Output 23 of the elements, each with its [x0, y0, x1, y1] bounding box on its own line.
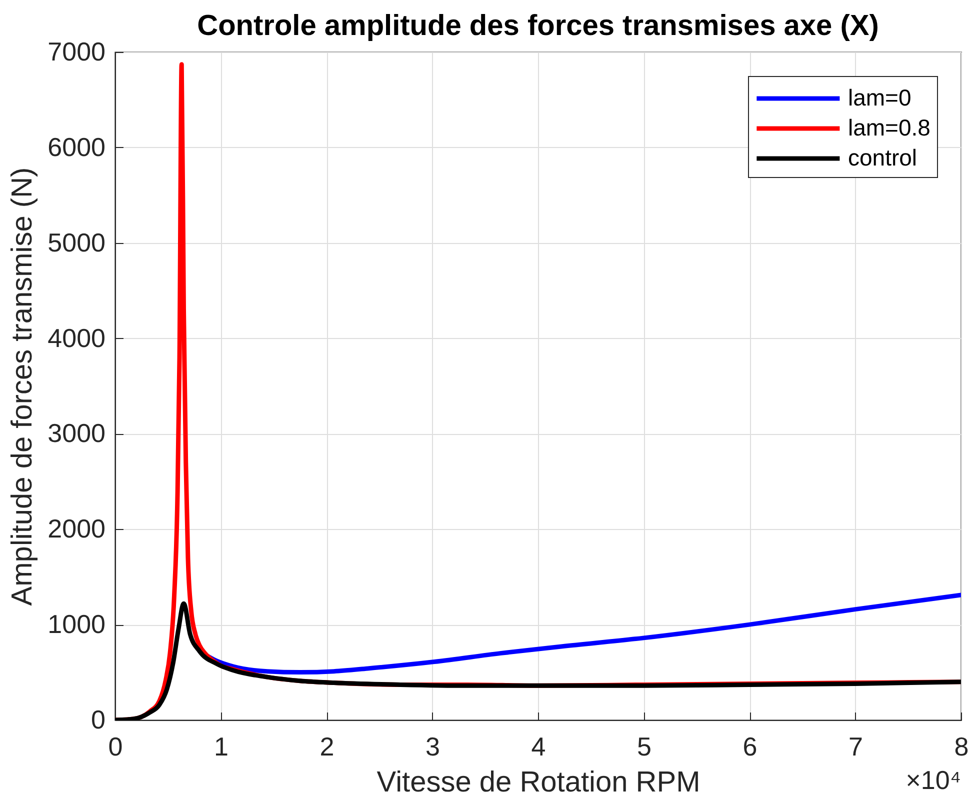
y-tick-label: 3000: [48, 418, 106, 448]
x-tick-label: 4: [531, 732, 546, 762]
x-tick-label: 8: [954, 732, 969, 762]
y-tick-label: 1000: [48, 609, 106, 640]
x-axis-title: Vitesse de Rotation RPM: [376, 766, 700, 796]
chart-title: Controle amplitude des forces transmises axe (X): [197, 10, 879, 42]
y-tick-label: 5000: [48, 227, 106, 258]
y-tick-label: 6000: [48, 132, 106, 162]
y-tick-label: 0: [91, 704, 106, 734]
legend-label: lam=0: [848, 84, 912, 110]
legend-label: control: [848, 144, 918, 170]
x-tick-label: 5: [637, 732, 652, 762]
legend-label: lam=0.8: [848, 114, 930, 140]
x-tick-label: 1: [214, 732, 228, 762]
x-tick-label: 2: [320, 732, 334, 762]
y-axis-title: Amplitude de forces transmise (N): [6, 167, 39, 606]
x-tick-label: 6: [742, 732, 758, 762]
y-tick-label: 4000: [48, 322, 106, 353]
x-tick-label: 7: [848, 732, 863, 762]
x-tick-label: 3: [426, 732, 440, 762]
y-tick-label: 7000: [48, 36, 106, 66]
text: ×10⁴: [906, 765, 961, 795]
y-tick-label: 2000: [48, 514, 106, 544]
